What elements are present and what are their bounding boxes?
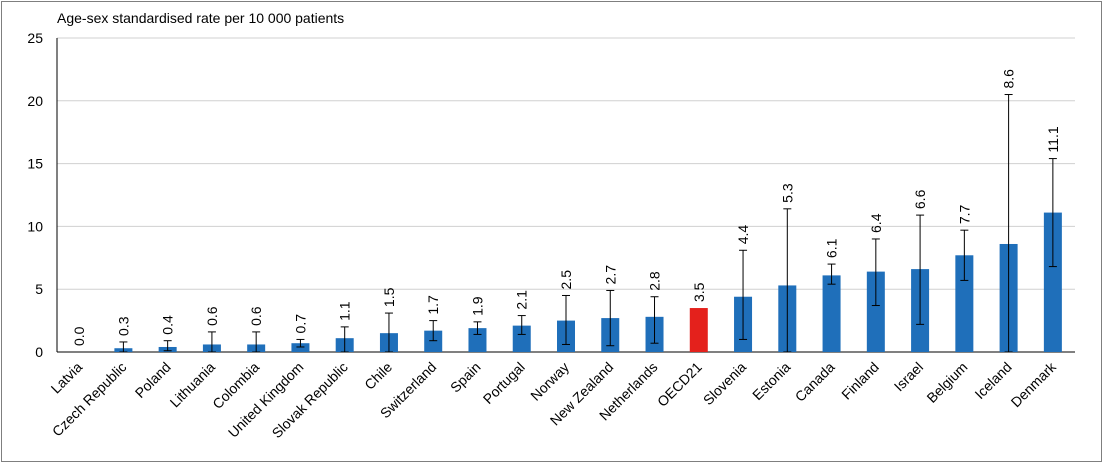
value-label: 6.1: [824, 238, 840, 258]
category-label: Portugal: [480, 359, 528, 407]
value-label: 7.7: [956, 204, 972, 224]
y-tick-label: 25: [27, 30, 43, 46]
y-tick-label: 20: [27, 93, 43, 109]
value-label: 1.1: [337, 301, 353, 321]
value-label: 5.3: [779, 183, 795, 203]
bar: [468, 328, 487, 352]
bar: [955, 255, 974, 352]
bar: [866, 271, 885, 352]
bar: [822, 275, 841, 352]
value-label: 2.1: [514, 290, 530, 310]
value-label: 1.9: [469, 296, 485, 316]
value-label: 0.4: [160, 315, 176, 335]
value-label: 0.6: [204, 306, 220, 326]
value-label: 2.7: [602, 265, 618, 285]
bar: [424, 330, 443, 352]
category-label: Poland: [132, 359, 174, 401]
value-label: 1.5: [381, 287, 397, 307]
category-label: United Kingdom: [225, 359, 307, 441]
value-label: 8.6: [1001, 69, 1017, 89]
category-label: Estonia: [749, 359, 793, 403]
y-tick-label: 0: [35, 344, 43, 360]
y-tick-label: 5: [35, 281, 43, 297]
value-label: 11.1: [1045, 126, 1061, 152]
value-label: 1.7: [425, 295, 441, 315]
value-label: 2.5: [558, 270, 574, 290]
category-label: Slovak Republic: [269, 359, 351, 441]
value-label: 3.5: [691, 282, 707, 302]
category-label: Latvia: [48, 359, 86, 397]
value-label: 6.4: [868, 213, 884, 233]
value-label: 0.6: [248, 306, 264, 326]
y-tick-label: 10: [27, 218, 43, 234]
y-axis-title: Age-sex standardised rate per 10 000 pat…: [57, 10, 345, 26]
category-label: Iceland: [971, 359, 1014, 402]
category-label: Finland: [838, 359, 882, 403]
category-label: Belgium: [923, 359, 970, 406]
value-label: 0.3: [115, 316, 131, 336]
bar: [291, 343, 310, 352]
category-label: OECD21: [654, 359, 705, 410]
bar: [689, 308, 708, 352]
value-label: 4.4: [735, 225, 751, 245]
category-label: Spain: [447, 359, 484, 396]
category-label: Slovenia: [700, 359, 749, 408]
value-label: 0.0: [71, 326, 87, 346]
category-label: Chile: [361, 359, 395, 393]
value-label: 0.7: [292, 314, 308, 334]
value-label: 2.8: [647, 271, 663, 291]
bar: [1043, 212, 1062, 352]
category-label: Norway: [527, 359, 572, 404]
category-label: Canada: [792, 359, 838, 405]
bar: [512, 325, 531, 352]
value-label: 6.6: [912, 189, 928, 209]
category-label: Israel: [891, 359, 927, 395]
y-tick-label: 15: [27, 156, 43, 172]
category-label: Denmark: [1008, 358, 1060, 410]
